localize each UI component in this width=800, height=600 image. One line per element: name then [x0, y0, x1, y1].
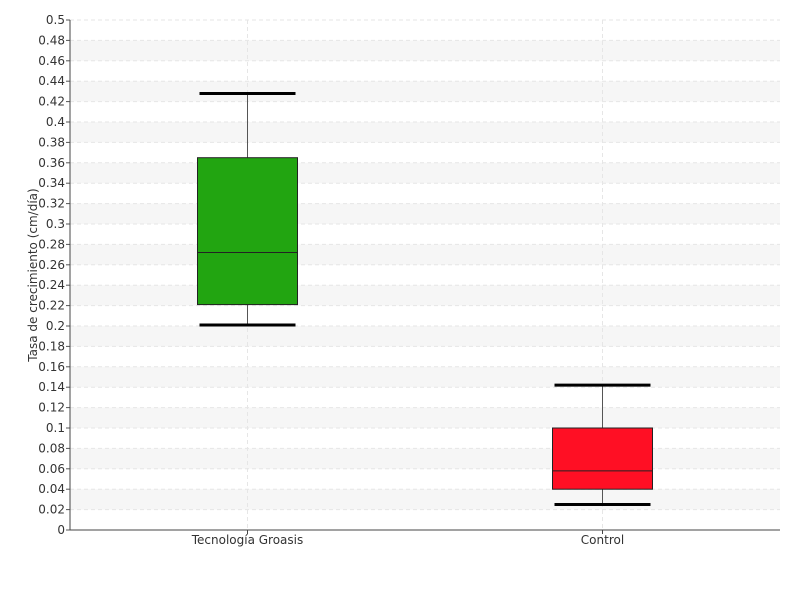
box-group: [552, 383, 653, 506]
y-axis-label: Tasa de crecimiento (cm/día): [26, 188, 40, 362]
y-tick-label: 0.1: [46, 421, 65, 435]
y-tick-label: 0.3: [46, 217, 65, 231]
y-tick-label: 0.06: [38, 462, 65, 476]
background-band: [70, 162, 780, 184]
y-tick-label: 0.2: [46, 319, 65, 333]
y-tick-label: 0.48: [38, 33, 65, 47]
y-tick-label: 0.08: [38, 441, 65, 455]
background-band: [70, 489, 780, 510]
y-tick-label: 0: [57, 523, 65, 537]
gridlines: [70, 19, 780, 530]
y-tick-label: 0.26: [38, 258, 65, 272]
boxes: [197, 91, 653, 506]
y-tick-label: 0.04: [38, 482, 65, 496]
x-tick-label: Tecnología Groasis: [191, 533, 304, 547]
y-tick-label: 0.02: [38, 503, 65, 517]
box-body: [552, 427, 653, 490]
background-band: [70, 326, 780, 347]
background-band: [70, 448, 780, 469]
y-tick-label: 0.36: [38, 156, 65, 170]
y-tick-label: 0.12: [38, 401, 65, 415]
y-tick-label: 0.24: [38, 278, 65, 292]
background-band: [70, 244, 780, 265]
y-tick-label: 0.5: [46, 13, 65, 27]
y-tick-label: 0.4: [46, 115, 65, 129]
x-tick-label: Control: [581, 533, 624, 547]
y-tick-label: 0.34: [38, 176, 65, 190]
y-tick-label: 0.32: [38, 197, 65, 211]
x-tick-labels: Tecnología Groasis Control: [191, 533, 624, 547]
background-band: [70, 366, 780, 388]
y-tick-label: 0.14: [38, 380, 65, 394]
y-tick-label: 0.28: [38, 237, 65, 251]
y-tick-label: 0.38: [38, 135, 65, 149]
box-group: [197, 91, 298, 327]
y-tick-label: 0.18: [38, 339, 65, 353]
y-tick-label: 0.46: [38, 54, 65, 68]
background-band: [70, 285, 780, 306]
y-tick-labels: 0 0.02 0.04 0.06 0.08 0.1 0.12 0.14 0.16 0.18 0.2 0…: [38, 13, 65, 537]
background-band: [70, 81, 780, 102]
background-band: [70, 407, 780, 428]
background-band: [70, 122, 780, 143]
axes: [66, 19, 780, 534]
background-bands: [70, 40, 780, 510]
background-band: [70, 203, 780, 224]
background-band: [70, 40, 780, 61]
y-tick-label: 0.42: [38, 95, 65, 109]
y-tick-label: 0.16: [38, 360, 65, 374]
y-tick-label: 0.44: [38, 74, 65, 88]
box-body: [197, 157, 298, 306]
y-tick-label: 0.22: [38, 299, 65, 313]
